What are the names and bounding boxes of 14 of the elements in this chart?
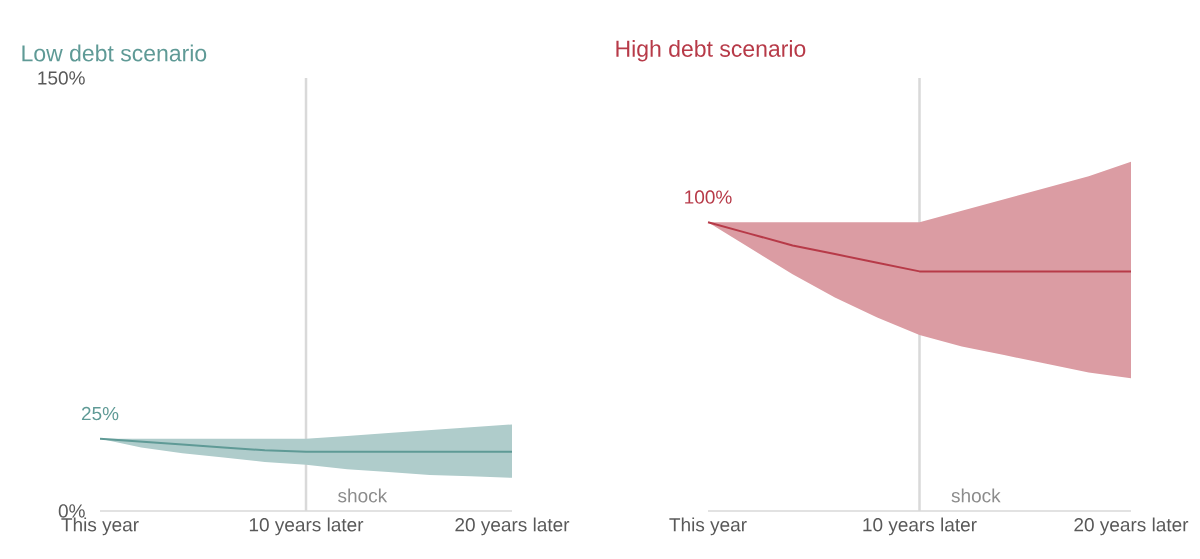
chart-title: Low debt scenario [22, 44, 207, 62]
y-tick-label: 150% [38, 71, 85, 85]
chart-title: High debt scenario [616, 40, 806, 62]
y-tick-label: 0% [58, 504, 85, 518]
x-tick-label: This year [669, 517, 747, 536]
ref-line-label: shock [951, 488, 1001, 503]
x-tick-label: 20 years later [1074, 517, 1189, 536]
x-tick-label: 10 years later [249, 517, 364, 536]
x-tick-label: This year [61, 517, 139, 536]
ref-line-label: shock [338, 488, 388, 503]
x-tick-label: 20 years later [455, 517, 570, 536]
annotation: 100% [685, 190, 732, 204]
annotation: 25% [81, 406, 119, 421]
x-tick-label: 10 years later [863, 517, 977, 536]
